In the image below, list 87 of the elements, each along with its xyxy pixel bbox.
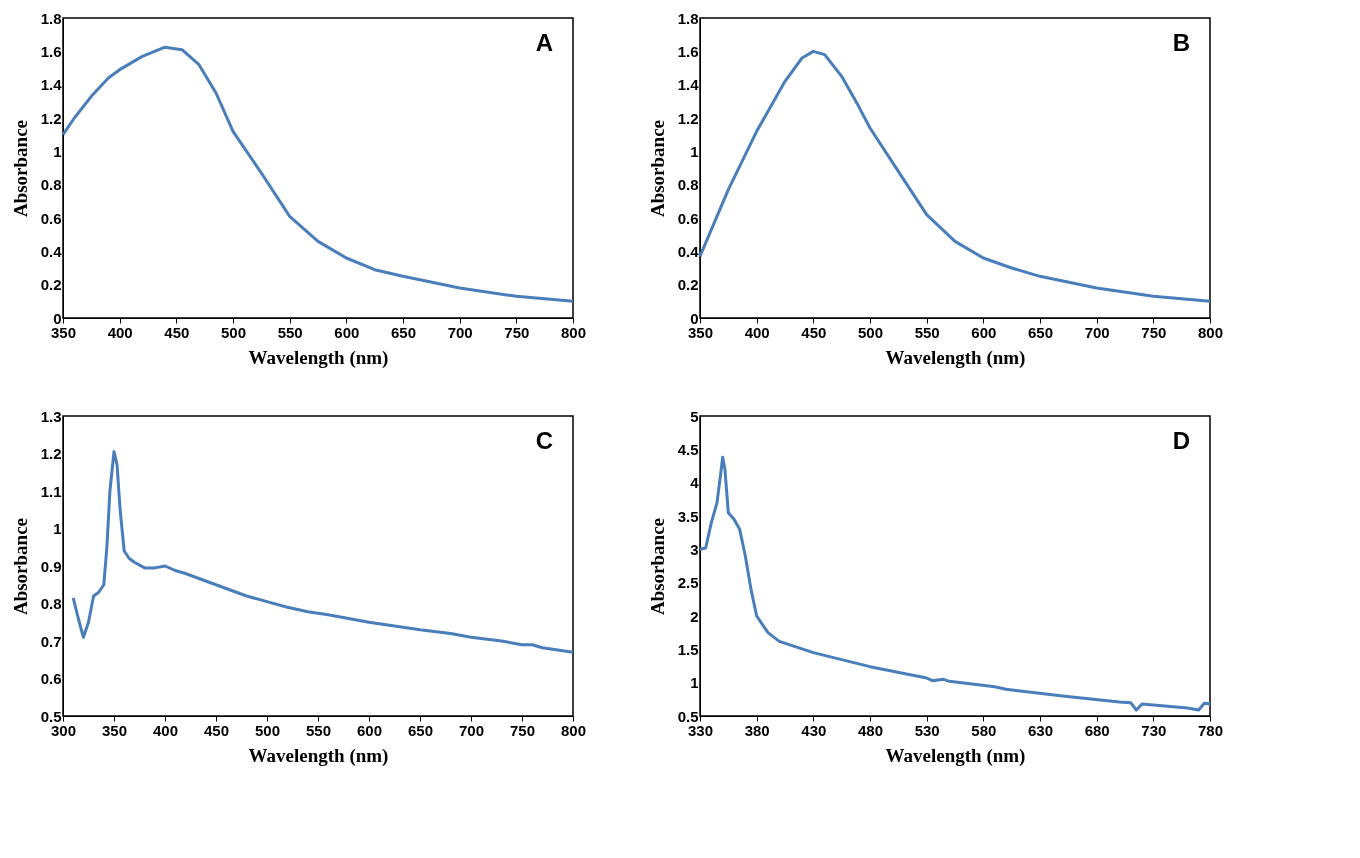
y-tick-label: 4.5 <box>677 440 699 458</box>
x-tick-label: 750 <box>1141 323 1167 341</box>
x-tick-label: 500 <box>220 323 247 341</box>
x-tick-label: 550 <box>914 323 940 341</box>
x-tick-label: 400 <box>152 721 179 739</box>
x-tick-label: 700 <box>447 323 473 341</box>
y-tick-label: 1 <box>53 520 62 537</box>
y-tick-label: 0.8 <box>40 595 62 612</box>
x-axis-title: Wavelength (nm) <box>248 346 389 369</box>
x-tick-label: 500 <box>254 721 281 739</box>
x-tick-label: 650 <box>390 323 417 341</box>
x-axis-title: Wavelength (nm) <box>885 744 1026 767</box>
y-tick-label: 0.6 <box>677 209 699 227</box>
y-tick-label: 1.1 <box>40 482 62 500</box>
annotation: A <box>535 29 553 56</box>
line-series <box>698 455 1212 712</box>
y-tick-label: 1.2 <box>40 445 62 462</box>
y-tick-label: 4 <box>690 474 700 492</box>
y-axis-title: Absorbance <box>9 517 31 616</box>
y-tick-label: 2 <box>690 607 699 625</box>
x-tick-label: 500 <box>857 323 884 341</box>
x-tick-label: 550 <box>305 721 332 739</box>
x-tick-label: 700 <box>458 721 485 739</box>
annotation: B <box>1172 29 1190 56</box>
x-tick-label: 700 <box>1084 323 1110 341</box>
y-tick-label: 1 <box>690 674 699 692</box>
y-tick-label: 0.9 <box>40 557 62 575</box>
x-tick-label: 680 <box>1084 721 1110 739</box>
x-axis-title: Wavelength (nm) <box>248 744 389 767</box>
x-tick-label: 730 <box>1141 721 1167 739</box>
y-tick-label: 0.7 <box>40 632 62 650</box>
x-tick-label: 600 <box>971 323 997 341</box>
x-tick-label: 800 <box>560 721 587 739</box>
x-tick-label: 430 <box>801 721 827 739</box>
y-tick-label: 1.4 <box>40 76 63 94</box>
y-tick-label: 0.4 <box>40 242 63 260</box>
x-tick-label: 650 <box>407 721 434 739</box>
annotation: D <box>1172 427 1190 454</box>
x-tick-label: 400 <box>744 323 770 341</box>
x-tick-label: 600 <box>334 323 360 341</box>
x-tick-label: 400 <box>107 323 133 341</box>
x-tick-label: 580 <box>971 721 997 739</box>
y-tick-label: 1.3 <box>40 407 62 425</box>
y-tick-label: 3 <box>690 540 699 558</box>
x-tick-label: 530 <box>914 721 940 739</box>
y-axis-title: Absorbance <box>9 119 31 218</box>
annotation: C <box>535 427 553 454</box>
y-tick-label: 1.8 <box>40 9 62 27</box>
y-tick-label: 1 <box>53 142 62 160</box>
line-series <box>698 49 1212 303</box>
y-tick-label: 5 <box>690 407 699 425</box>
y-tick-label: 2.5 <box>677 574 699 592</box>
x-tick-label: 350 <box>101 721 128 739</box>
x-tick-label: 600 <box>356 721 383 739</box>
y-tick-label: 1.5 <box>677 640 699 658</box>
x-tick-label: 480 <box>857 721 884 739</box>
x-tick-label: 780 <box>1197 721 1224 739</box>
y-tick-label: 1 <box>690 142 699 160</box>
y-tick-label: 0.2 <box>677 276 699 294</box>
y-tick-label: 1.4 <box>677 76 700 94</box>
x-tick-label: 800 <box>1197 323 1224 341</box>
x-tick-label: 450 <box>203 721 230 739</box>
y-tick-label: 1.8 <box>677 9 699 27</box>
x-axis-title: Wavelength (nm) <box>885 346 1026 369</box>
line-series <box>71 450 575 654</box>
x-tick-label: 450 <box>801 323 827 341</box>
y-tick-label: 0.8 <box>677 176 699 194</box>
x-tick-label: 550 <box>277 323 303 341</box>
x-tick-label: 800 <box>560 323 587 341</box>
y-tick-label: 1.6 <box>677 42 699 60</box>
y-tick-label: 0.4 <box>677 242 700 260</box>
y-tick-label: 0.6 <box>40 670 62 687</box>
y-tick-label: 3.5 <box>677 507 699 525</box>
x-tick-label: 380 <box>744 721 770 739</box>
y-tick-label: 0.6 <box>40 209 62 227</box>
x-tick-label: 650 <box>1027 323 1054 341</box>
x-tick-label: 750 <box>509 721 536 739</box>
x-tick-label: 450 <box>164 323 190 341</box>
y-tick-label: 0.2 <box>40 276 62 294</box>
y-tick-label: 1.2 <box>40 109 62 127</box>
x-tick-label: 630 <box>1027 721 1054 739</box>
y-axis-title: Absorbance <box>646 517 668 616</box>
x-tick-label: 750 <box>504 323 530 341</box>
y-tick-label: 0.8 <box>40 176 62 194</box>
y-tick-label: 1.2 <box>677 109 699 127</box>
y-tick-label: 1.6 <box>40 42 62 60</box>
y-axis-title: Absorbance <box>646 119 668 218</box>
